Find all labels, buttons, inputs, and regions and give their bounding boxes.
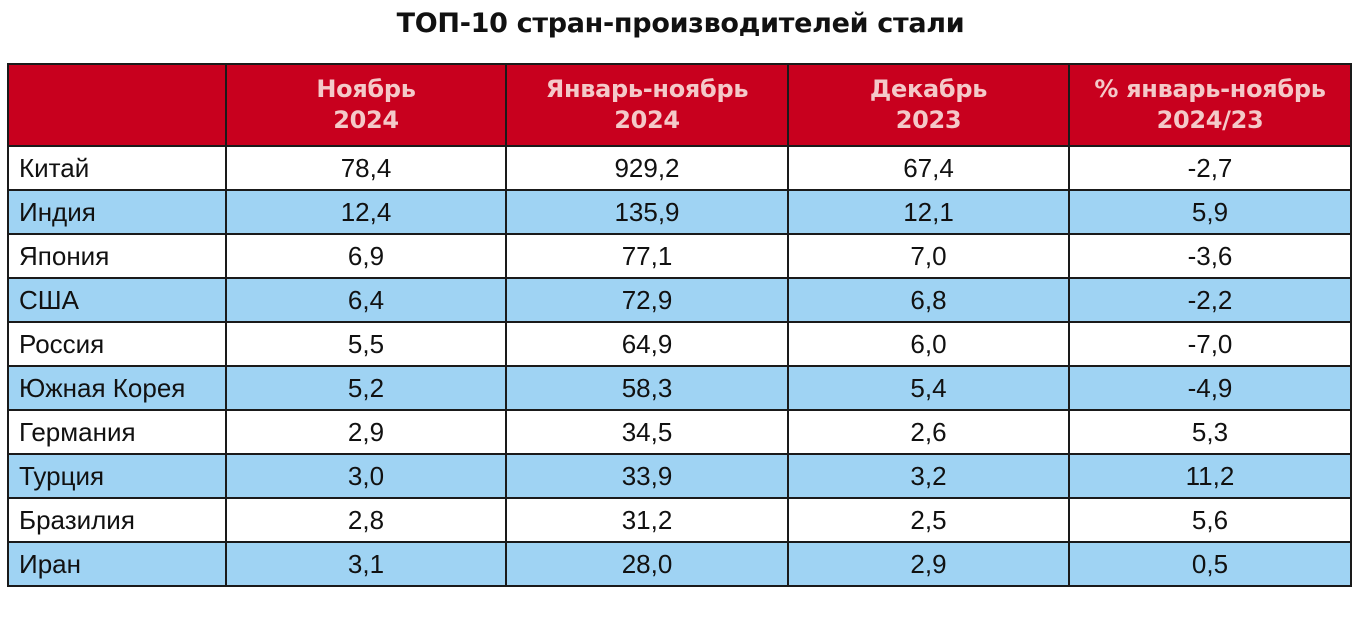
value-cell: 11,2 [1068,453,1352,499]
table-row: Турция 3,0 33,9 3,2 11,2 [7,453,1352,499]
header-cell-country [7,63,227,147]
table-row: Япония 6,9 77,1 7,0 -3,6 [7,233,1352,279]
table-body: Китай 78,4 929,2 67,4 -2,7 Индия 12,4 13… [7,145,1352,587]
value-cell: 33,9 [505,453,789,499]
value-cell: 5,2 [225,365,507,411]
country-cell: США [7,277,227,323]
header-line: 2023 [895,106,962,134]
value-cell: 0,5 [1068,541,1352,587]
value-cell: 72,9 [505,277,789,323]
table-row: Бразилия 2,8 31,2 2,5 5,6 [7,497,1352,543]
value-cell: 6,4 [225,277,507,323]
value-cell: 2,9 [225,409,507,455]
value-cell: 58,3 [505,365,789,411]
value-cell: 78,4 [225,145,507,191]
table-row: США 6,4 72,9 6,8 -2,2 [7,277,1352,323]
header-cell-percent-change: % январь-ноябрь 2024/23 [1068,63,1352,147]
value-cell: 64,9 [505,321,789,367]
header-cell-november-2024: Ноябрь 2024 [225,63,507,147]
country-cell: Китай [7,145,227,191]
country-cell: Россия [7,321,227,367]
country-cell: Япония [7,233,227,279]
header-line: % январь-ноябрь [1094,75,1326,103]
value-cell: 2,9 [787,541,1070,587]
value-cell: 6,8 [787,277,1070,323]
value-cell: 6,0 [787,321,1070,367]
table-row: Россия 5,5 64,9 6,0 -7,0 [7,321,1352,367]
header-line: 2024/23 [1156,106,1264,134]
header-row: Ноябрь 2024 Январь-ноябрь 2024 Декабрь 2… [7,63,1352,147]
value-cell: 5,5 [225,321,507,367]
value-cell: 6,9 [225,233,507,279]
table-row: Германия 2,9 34,5 2,6 5,3 [7,409,1352,455]
country-cell: Южная Корея [7,365,227,411]
value-cell: 2,6 [787,409,1070,455]
header-line: Ноябрь [316,75,416,103]
value-cell: 7,0 [787,233,1070,279]
header-cell-december-2023: Декабрь 2023 [787,63,1070,147]
value-cell: 3,0 [225,453,507,499]
page-title: ТОП-10 стран-производителей стали [396,8,965,39]
value-cell: -2,7 [1068,145,1352,191]
value-cell: 67,4 [787,145,1070,191]
value-cell: -3,6 [1068,233,1352,279]
value-cell: 28,0 [505,541,789,587]
value-cell: 3,1 [225,541,507,587]
value-cell: 2,5 [787,497,1070,543]
value-cell: 12,1 [787,189,1070,235]
country-cell: Иран [7,541,227,587]
value-cell: -2,2 [1068,277,1352,323]
value-cell: 135,9 [505,189,789,235]
value-cell: 77,1 [505,233,789,279]
header-line: 2024 [333,106,399,134]
header-line: Декабрь [869,75,988,103]
value-cell: 5,9 [1068,189,1352,235]
table-row: Южная Корея 5,2 58,3 5,4 -4,9 [7,365,1352,411]
table-row: Иран 3,1 28,0 2,9 0,5 [7,541,1352,587]
value-cell: 3,2 [787,453,1070,499]
country-cell: Турция [7,453,227,499]
value-cell: -4,9 [1068,365,1352,411]
steel-producers-table: Ноябрь 2024 Январь-ноябрь 2024 Декабрь 2… [7,63,1352,587]
country-cell: Германия [7,409,227,455]
value-cell: 929,2 [505,145,789,191]
value-cell: 31,2 [505,497,789,543]
header-line: Январь-ноябрь [545,75,749,103]
country-cell: Бразилия [7,497,227,543]
value-cell: 5,6 [1068,497,1352,543]
country-cell: Индия [7,189,227,235]
value-cell: -7,0 [1068,321,1352,367]
table-row: Индия 12,4 135,9 12,1 5,9 [7,189,1352,235]
value-cell: 12,4 [225,189,507,235]
table-row: Китай 78,4 929,2 67,4 -2,7 [7,145,1352,191]
value-cell: 5,4 [787,365,1070,411]
value-cell: 34,5 [505,409,789,455]
value-cell: 5,3 [1068,409,1352,455]
header-line: 2024 [614,106,680,134]
header-cell-jan-nov-2024: Январь-ноябрь 2024 [505,63,789,147]
value-cell: 2,8 [225,497,507,543]
